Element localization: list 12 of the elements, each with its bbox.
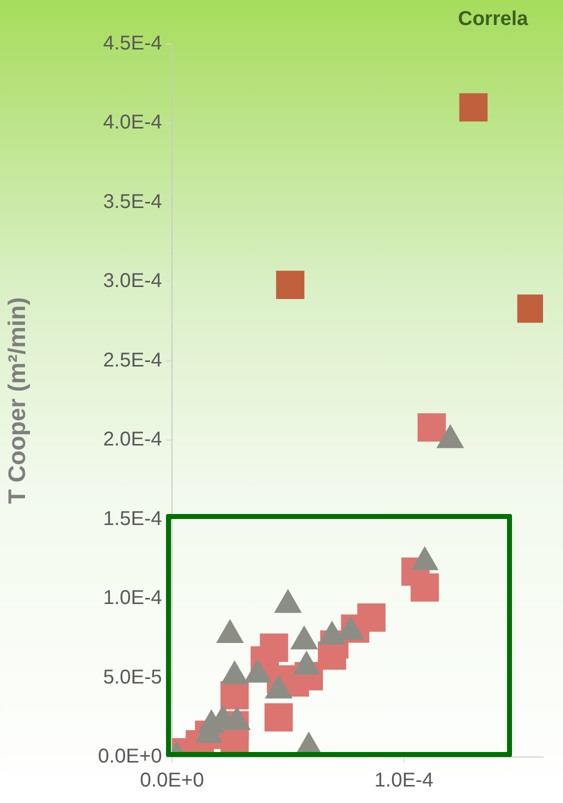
y-tick-label: 4.0E-4 (103, 112, 162, 134)
y-axis-title: T Cooper (m²/min) (4, 297, 32, 504)
y-tick-label: 3.5E-4 (103, 190, 162, 213)
y-tick-label: 2.5E-4 (103, 349, 162, 372)
y-tick-label: 1.0E-4 (103, 587, 162, 610)
y-tick-label: 2.0E-4 (103, 428, 162, 451)
chart-title: Correla (458, 8, 528, 31)
y-tick-label: 4.5E-4 (103, 32, 162, 55)
y-tick-label: 0.0E+0 (98, 746, 162, 768)
y-tick-label: 3.0E-4 (103, 270, 162, 292)
y-tick-label: 5.0E-5 (103, 666, 162, 688)
y-tick-label: 1.5E-4 (103, 508, 162, 530)
